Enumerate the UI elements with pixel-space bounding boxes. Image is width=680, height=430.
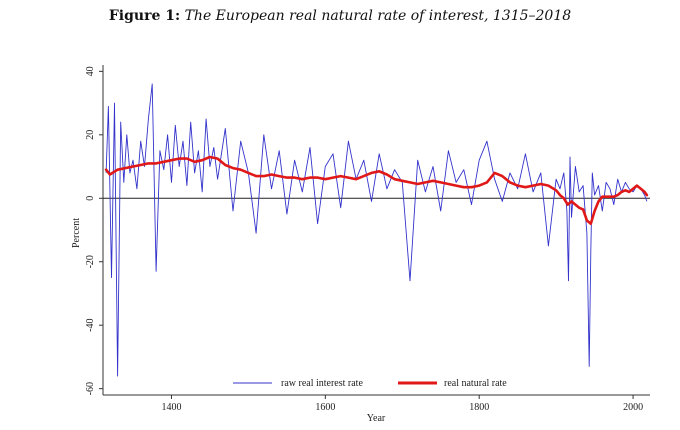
x-tick-label: 2000 <box>623 402 643 413</box>
x-tick-label: 1600 <box>315 402 335 413</box>
x-tick-label: 1400 <box>161 402 181 413</box>
legend-label-natural: real natural rate <box>444 378 507 389</box>
x-ticks: 1400 1600 1800 2000 <box>161 395 643 413</box>
x-tick-label: 1800 <box>469 402 489 413</box>
y-tick-label: 0 <box>85 196 96 201</box>
series-group <box>104 83 649 377</box>
x-axis-title: Year <box>367 413 386 424</box>
figure-title: Figure 1: The European real natural rate… <box>0 8 680 24</box>
y-tick-label: 20 <box>85 130 96 140</box>
y-tick-label: -20 <box>85 255 96 268</box>
y-tick-label: -60 <box>85 382 96 395</box>
legend: raw real interest rate real natural rate <box>233 378 507 389</box>
legend-label-raw: raw real interest rate <box>281 378 363 389</box>
series-line-natural <box>104 155 649 225</box>
y-tick-label: -40 <box>85 319 96 332</box>
series-line-raw <box>105 83 648 377</box>
y-axis-title: Percent <box>71 218 82 248</box>
figure-label: Figure 1: <box>108 8 181 24</box>
y-ticks: -60 -40 -20 0 20 40 <box>85 66 103 395</box>
y-tick-label: 40 <box>85 66 96 76</box>
figure-title-text: The European real natural rate of intere… <box>184 8 572 24</box>
